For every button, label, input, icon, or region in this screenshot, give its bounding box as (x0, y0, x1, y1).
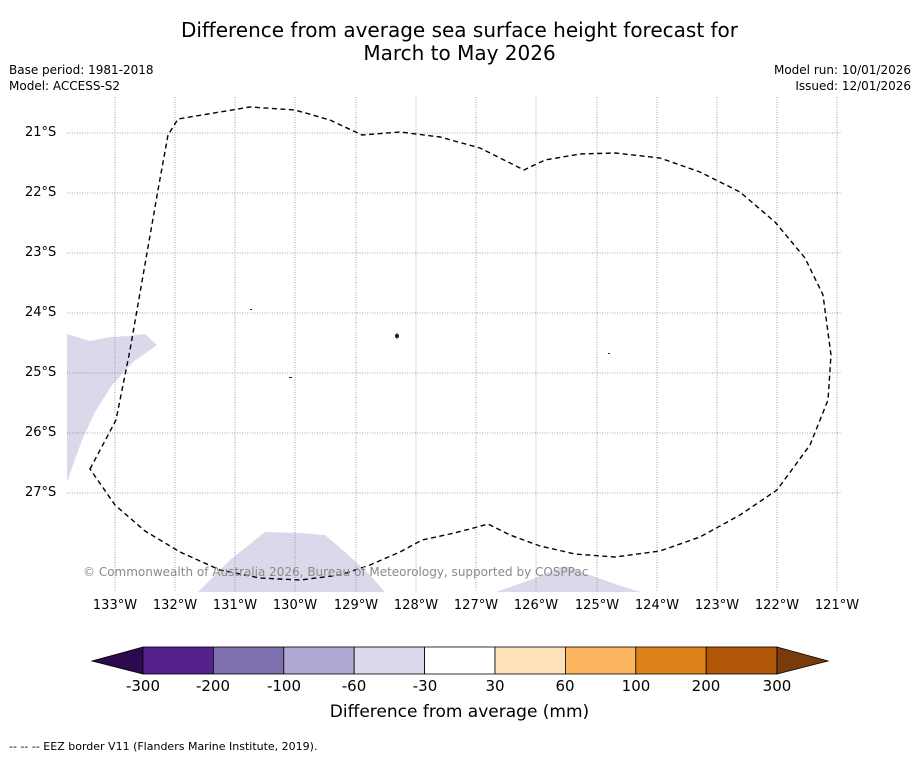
eez-legend: -- -- -- EEZ border V11 (Flanders Marine… (9, 740, 318, 753)
colorbar-tick: -100 (266, 677, 302, 695)
island-marker (289, 377, 292, 378)
meta-right: Model run: 10/01/2026 Issued: 12/01/2026 (774, 62, 911, 94)
colorbar-extend-low (90, 646, 144, 675)
colorbar-tick: 200 (691, 677, 721, 695)
island-marker (250, 309, 252, 310)
lat-label: 25°S (25, 365, 57, 380)
issued-date: Issued: 12/01/2026 (795, 79, 911, 93)
title-line-1: Difference from average sea surface heig… (180, 18, 739, 42)
colorbar-swatch (494, 646, 566, 675)
colorbar-swatch (283, 646, 355, 675)
island-marker (608, 353, 610, 354)
lat-label: 23°S (25, 245, 57, 260)
island-marker (395, 333, 399, 339)
lon-label: 123°W (694, 598, 740, 613)
map-title: Difference from average sea surface heig… (0, 19, 919, 65)
colorbar-label: Difference from average (mm) (329, 702, 590, 722)
lon-label: 128°W (393, 598, 439, 613)
lon-label: 129°W (333, 598, 379, 613)
colorbar-tick: 60 (555, 677, 575, 695)
colorbar-swatch (424, 646, 496, 675)
colorbar-tick: 100 (621, 677, 651, 695)
lat-label: 27°S (25, 485, 57, 500)
lat-label: 21°S (25, 125, 57, 140)
colorbar-swatch (565, 646, 637, 675)
anomaly-region-west (67, 334, 157, 482)
colorbar-tick: -300 (125, 677, 161, 695)
colorbar (90, 646, 830, 675)
anomaly-fill-layer (67, 334, 640, 592)
colorbar-extend-high (776, 646, 830, 675)
lon-label: 132°W (152, 598, 198, 613)
islands (250, 309, 610, 378)
lon-label: 124°W (634, 598, 680, 613)
meta-left: Base period: 1981-2018 Model: ACCESS-S2 (9, 62, 154, 94)
colorbar-swatch (353, 646, 426, 675)
base-period: Base period: 1981-2018 (9, 63, 154, 77)
colorbar-tick: 300 (762, 677, 792, 695)
colorbar-tick: 30 (485, 677, 505, 695)
colorbar-tick: -60 (341, 677, 367, 695)
colorbar-swatch (212, 646, 285, 675)
graticule (67, 97, 842, 592)
title-line-2: March to May 2026 (363, 41, 556, 65)
lon-label: 125°W (574, 598, 620, 613)
lat-label: 26°S (25, 425, 57, 440)
lat-label: 22°S (25, 185, 57, 200)
anomaly-region-south-2 (496, 566, 640, 592)
lon-label: 130°W (272, 598, 318, 613)
lat-label: 24°S (25, 305, 57, 320)
lon-label: 131°W (212, 598, 258, 613)
lon-label: 127°W (453, 598, 499, 613)
colorbar-swatch (635, 646, 707, 675)
colorbar-swatch (142, 646, 214, 675)
anomaly-region-south-1 (198, 532, 385, 592)
colorbar-tick: -30 (412, 677, 438, 695)
eez-border (89, 106, 832, 581)
lon-label: 126°W (513, 598, 559, 613)
lon-label: 121°W (814, 598, 860, 613)
colorbar-swatch (705, 646, 778, 675)
model-run: Model run: 10/01/2026 (773, 63, 911, 77)
model-name: Model: ACCESS-S2 (9, 79, 121, 93)
colorbar-tick: -200 (195, 677, 231, 695)
copyright-notice: © Commonwealth of Australia 2026, Bureau… (83, 565, 589, 579)
lon-label: 133°W (92, 598, 138, 613)
lon-label: 122°W (754, 598, 800, 613)
